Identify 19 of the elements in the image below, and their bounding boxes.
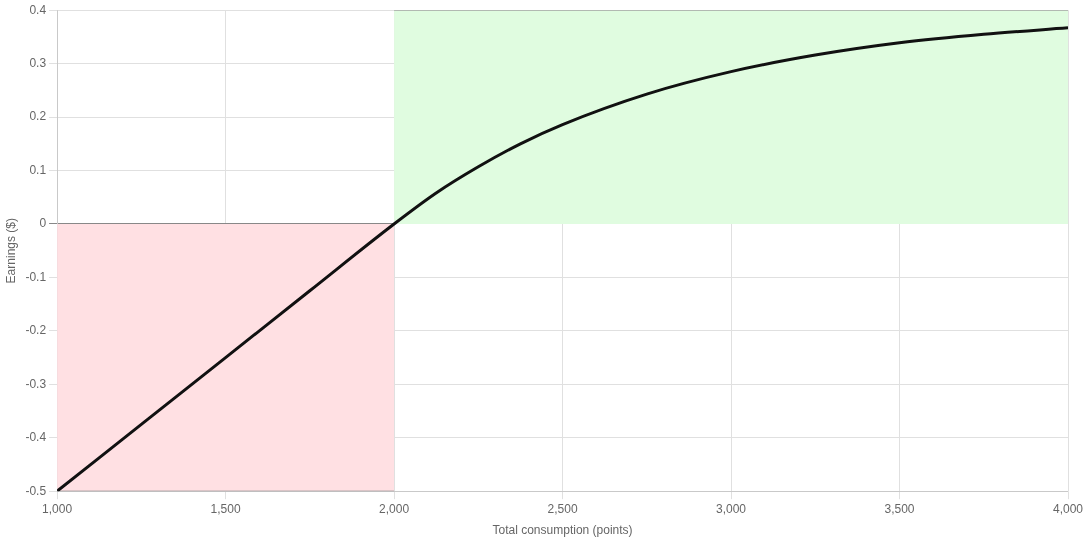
x-tick-label: 1,500 — [210, 501, 241, 516]
x-tick-label: 1,000 — [42, 501, 73, 516]
x-tick-label: 2,500 — [547, 501, 578, 516]
y-tick-label: -0.1 — [25, 269, 47, 284]
x-tick-label: 4,000 — [1052, 501, 1084, 516]
y-tick-label: -0.2 — [25, 323, 47, 338]
y-tick-label: 0 — [39, 216, 47, 231]
y-axis-title: Earnings ($) — [3, 218, 18, 284]
y-tick-label: 0.2 — [29, 109, 47, 124]
y-tick-label: -0.3 — [25, 376, 47, 391]
x-tick-label: 2,000 — [379, 501, 410, 516]
y-tick-label: -0.5 — [25, 483, 47, 498]
y-tick-label: 0.4 — [29, 2, 47, 17]
x-axis-title: Total consumption (points) — [492, 523, 633, 538]
y-tick-label: 0.3 — [29, 55, 47, 70]
x-tick-label: 3,000 — [716, 501, 747, 516]
y-tick-label: -0.4 — [25, 430, 47, 445]
x-tick-label: 3,500 — [884, 501, 915, 516]
y-tick-label: 0.1 — [29, 162, 47, 177]
